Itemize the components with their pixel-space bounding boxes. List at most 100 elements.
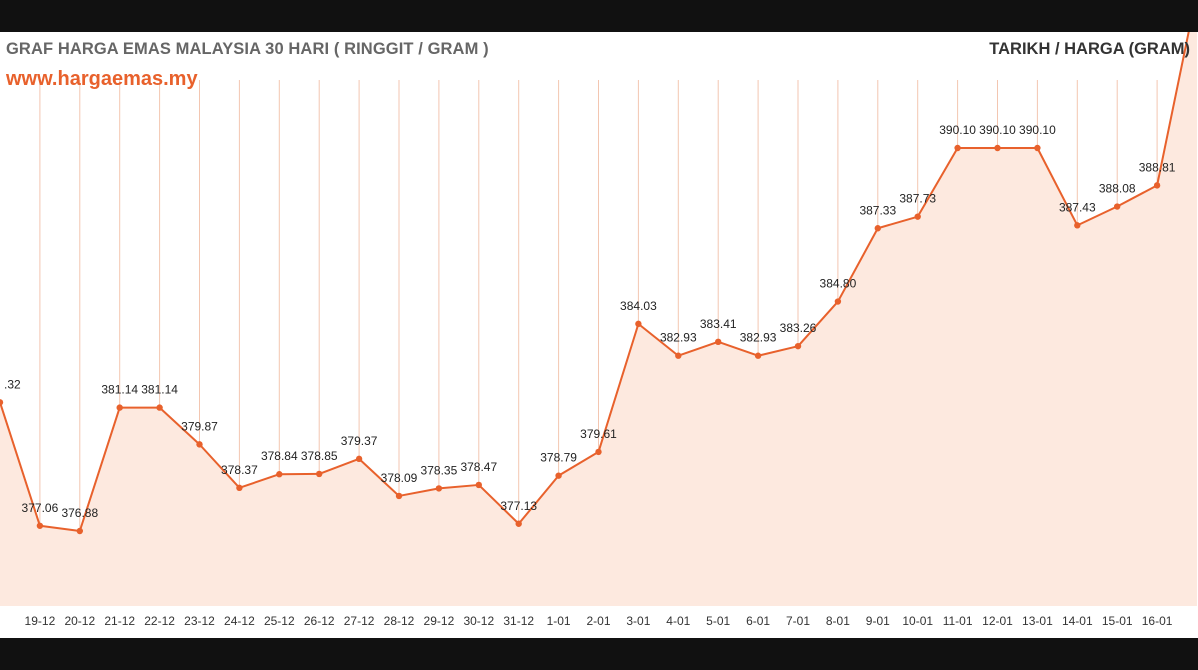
data-point-22-12[interactable] — [156, 404, 163, 411]
series-segment — [1076, 205, 1118, 227]
data-point-20-12[interactable] — [76, 527, 84, 535]
series-segment — [0, 402, 41, 527]
chart-title: GRAF HARGA EMAS MALAYSIA 30 HARI ( RINGG… — [6, 40, 489, 58]
data-point-26-12[interactable] — [316, 470, 323, 478]
x-tick-label-23-12: 23-12 — [184, 614, 215, 628]
series-segment — [637, 323, 679, 357]
data-point-16-01[interactable] — [1153, 182, 1161, 189]
x-tick-label-29-12: 29-12 — [424, 614, 455, 628]
data-label-19-12: 377.06 — [22, 501, 59, 515]
data-label-29-12: 378.35 — [421, 463, 458, 477]
series-segment — [677, 340, 719, 357]
x-tick-label-24-12: 24-12 — [224, 614, 255, 628]
data-point-18-12[interactable] — [0, 399, 4, 406]
x-tick-label-10-01: 10-01 — [902, 614, 933, 628]
data-label-1-01: 378.79 — [540, 451, 577, 465]
data-label-30-12: 378.47 — [460, 460, 497, 474]
data-point-6-01[interactable] — [754, 352, 762, 359]
data-label-10-01: 387.73 — [899, 192, 936, 206]
site-link[interactable]: www.hargaemas.my — [6, 68, 198, 90]
data-label-7-01: 383.26 — [780, 321, 817, 335]
data-label-25-12: 378.84 — [261, 449, 298, 463]
data-point-3-01[interactable] — [635, 320, 642, 328]
data-point-8-01[interactable] — [834, 298, 842, 305]
series-segment — [1036, 147, 1079, 226]
data-point-30-12[interactable] — [475, 481, 482, 489]
x-tick-label-7-01: 7-01 — [786, 614, 810, 628]
data-point-25-12[interactable] — [276, 471, 283, 478]
series-segment — [1156, 32, 1190, 186]
x-tick-label-12-01: 12-01 — [982, 614, 1013, 628]
series-segment — [39, 524, 80, 532]
data-point-13-01[interactable] — [1034, 144, 1041, 152]
data-point-1-01[interactable] — [555, 472, 562, 479]
series-segment — [478, 484, 520, 525]
data-point-9-01[interactable] — [874, 225, 881, 232]
x-tick-label-27-12: 27-12 — [344, 614, 375, 628]
x-tick-label-22-12: 22-12 — [144, 614, 175, 628]
data-label-23-12: 379.87 — [181, 419, 218, 433]
series-segment — [916, 147, 959, 218]
data-point-2-01[interactable] — [595, 448, 602, 456]
data-label-8-01: 384.80 — [820, 277, 857, 291]
series-segment — [877, 215, 918, 230]
area-fill — [0, 32, 1197, 606]
data-point-28-12[interactable] — [395, 492, 403, 500]
chart-frame: .32 377.06 376.88 381.14 381.14 379.87 378.37 3… — [0, 32, 1198, 638]
data-label-5-01: 383.41 — [700, 317, 737, 331]
series-segment — [837, 227, 879, 303]
series-segment — [358, 458, 400, 497]
series-segment — [198, 443, 241, 489]
data-point-14-01[interactable] — [1074, 222, 1081, 229]
data-point-31-12[interactable] — [515, 520, 522, 527]
series-segment — [717, 340, 759, 357]
x-tick-label-20-12: 20-12 — [64, 614, 95, 628]
data-label-11-01: 390.10 — [939, 123, 976, 137]
area-fill-path — [0, 32, 1197, 606]
x-tick-label-14-01: 14-01 — [1062, 614, 1093, 628]
x-tick-label-1-01: 1-01 — [547, 614, 571, 628]
series-segment — [517, 475, 560, 525]
price-series — [0, 32, 1190, 532]
x-axis-ticks: 19-12 20-12 21-12 22-12 23-12 24-12 25-12 26-12… — [25, 614, 1173, 628]
data-label-16-01: 388.81 — [1139, 160, 1176, 174]
data-point-11-01[interactable] — [954, 144, 961, 152]
data-label-9-01: 387.33 — [859, 203, 896, 217]
data-label-15-01: 388.08 — [1099, 182, 1136, 196]
x-tick-label-3-01: 3-01 — [626, 614, 650, 628]
data-label-20-12: 376.88 — [61, 506, 98, 520]
x-tick-label-11-01: 11-01 — [943, 614, 973, 628]
x-tick-label-13-01: 13-01 — [1022, 614, 1053, 628]
series-segment — [438, 483, 479, 490]
series-segment — [558, 451, 600, 477]
x-tick-label-21-12: 21-12 — [104, 614, 135, 628]
x-tick-label-15-01: 15-01 — [1102, 614, 1133, 628]
data-point-4-01[interactable] — [675, 352, 682, 359]
series-segment — [757, 345, 799, 357]
x-tick-label-8-01: 8-01 — [826, 614, 850, 628]
data-point-10-01[interactable] — [914, 213, 921, 220]
data-point-5-01[interactable] — [715, 338, 722, 346]
data-label-28-12: 378.09 — [381, 471, 418, 485]
data-point-19-12[interactable] — [36, 522, 44, 529]
data-point-23-12[interactable] — [196, 441, 203, 448]
data-points — [0, 144, 1161, 535]
data-point-12-01[interactable] — [994, 144, 1001, 152]
data-point-21-12[interactable] — [116, 404, 123, 411]
x-tick-label-4-01: 4-01 — [666, 614, 690, 628]
x-tick-label-25-12: 25-12 — [264, 614, 295, 628]
x-tick-label-6-01: 6-01 — [746, 614, 770, 628]
x-tick-label-28-12: 28-12 — [384, 614, 415, 628]
x-tick-label-26-12: 26-12 — [304, 614, 335, 628]
data-label-3-01: 384.03 — [620, 299, 657, 313]
data-label-2-01: 379.61 — [580, 427, 617, 441]
data-point-7-01[interactable] — [794, 342, 802, 350]
data-point-27-12[interactable] — [355, 455, 363, 463]
data-point-29-12[interactable] — [435, 485, 443, 492]
data-label-24-12: 378.37 — [221, 463, 258, 477]
series-segment — [1116, 184, 1158, 208]
series-segment — [797, 300, 839, 347]
data-point-24-12[interactable] — [236, 484, 243, 492]
data-point-15-01[interactable] — [1114, 203, 1121, 210]
